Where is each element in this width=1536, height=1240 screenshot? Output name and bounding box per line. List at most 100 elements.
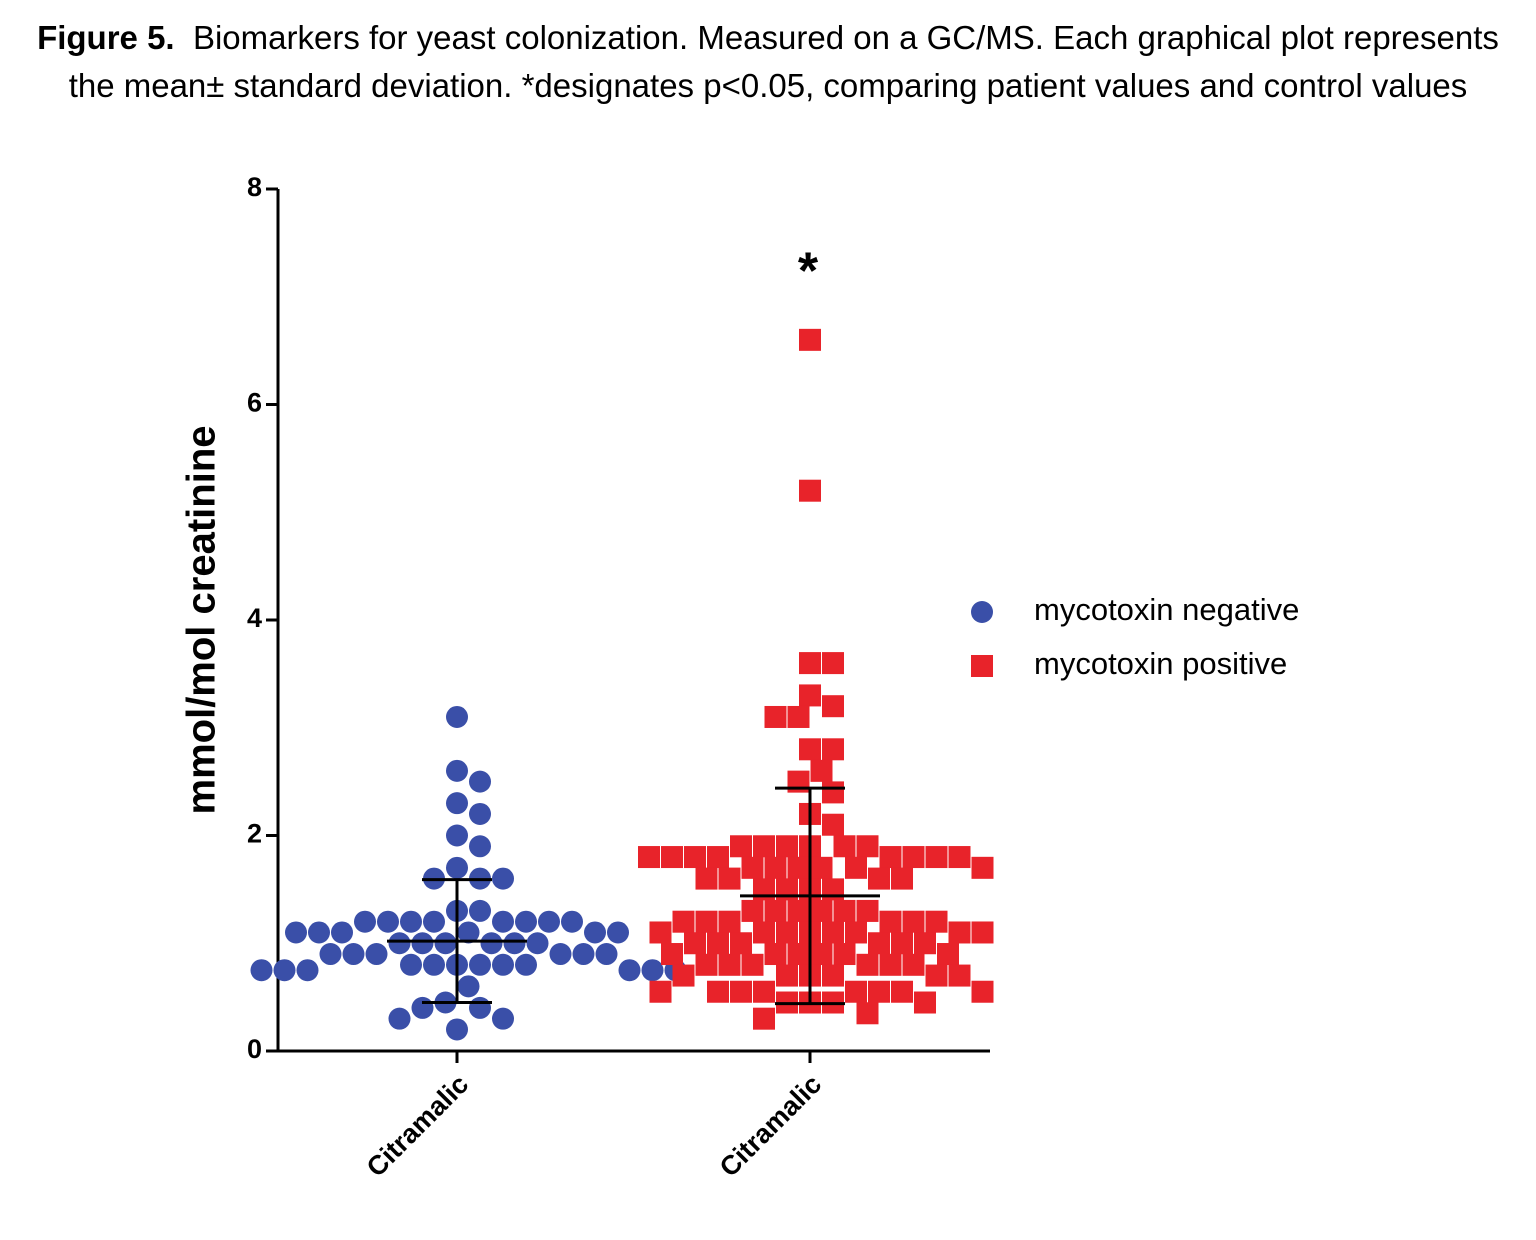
point (434, 932, 457, 955)
point (776, 921, 798, 944)
point (833, 899, 856, 922)
caption-text: Biomarkers for yeast colonization. Measu… (68, 19, 1499, 104)
point (787, 899, 810, 922)
point (810, 899, 833, 922)
caption: Figure 5. Biomarkers for yeast colonizat… (20, 14, 1516, 110)
point (822, 695, 844, 718)
point (799, 738, 821, 761)
point (799, 652, 821, 675)
point (948, 846, 971, 869)
point (799, 328, 821, 351)
legend-label: mycotoxin negative (1034, 592, 1299, 627)
point (469, 899, 491, 922)
point (879, 910, 902, 933)
point (891, 932, 913, 955)
point (661, 943, 683, 966)
y-tick-label: 0 (247, 1034, 262, 1064)
point (971, 921, 994, 944)
x-tick-label: Citramalic (361, 1069, 475, 1183)
point (572, 943, 595, 966)
point (776, 835, 798, 858)
point (492, 867, 514, 890)
point (718, 910, 741, 933)
point (891, 867, 913, 890)
point (595, 943, 618, 966)
point (538, 910, 560, 933)
point (319, 943, 342, 966)
point (845, 856, 867, 879)
point (641, 959, 664, 982)
point (856, 1002, 879, 1025)
point (718, 867, 741, 890)
y-axis-label: mmol/mol creatinine (180, 426, 224, 815)
point (891, 980, 913, 1003)
point (822, 652, 844, 675)
point (948, 921, 971, 944)
point (446, 759, 468, 782)
x-tick-label: Citramalic (714, 1069, 828, 1183)
point (845, 980, 867, 1003)
point (764, 705, 787, 728)
point (457, 975, 480, 998)
point (649, 980, 672, 1003)
point (411, 932, 434, 955)
point (741, 899, 764, 922)
point (730, 980, 752, 1003)
y-tick-label: 2 (247, 819, 262, 849)
point (446, 1018, 468, 1041)
legend-marker (971, 601, 993, 623)
point (308, 921, 330, 944)
point (285, 921, 307, 944)
annotation: * (798, 243, 819, 301)
point (584, 921, 606, 944)
point (764, 856, 787, 879)
point (879, 846, 902, 869)
point (296, 959, 319, 982)
point (469, 953, 491, 976)
point (856, 953, 879, 976)
point (492, 910, 514, 933)
point (833, 835, 856, 858)
point (480, 932, 503, 955)
point (469, 802, 491, 825)
point (446, 792, 468, 815)
point (618, 959, 641, 982)
point (810, 943, 833, 966)
point (925, 964, 948, 987)
point (776, 964, 798, 987)
point (822, 738, 844, 761)
point (515, 910, 537, 933)
point (250, 959, 273, 982)
point (833, 943, 856, 966)
point (354, 910, 376, 933)
point (515, 953, 537, 976)
point (672, 964, 695, 987)
point (925, 846, 948, 869)
point (730, 835, 752, 858)
point (707, 846, 729, 869)
point (764, 943, 787, 966)
point (526, 932, 549, 955)
point (856, 899, 879, 922)
legend-marker (971, 655, 993, 677)
point (787, 705, 810, 728)
point (822, 921, 844, 944)
point (730, 932, 752, 955)
point (423, 910, 445, 933)
point (446, 824, 468, 847)
point (868, 980, 890, 1003)
point (799, 479, 821, 502)
point (457, 921, 480, 944)
point (695, 953, 718, 976)
point (492, 1007, 514, 1030)
point (561, 910, 583, 933)
point (856, 835, 879, 858)
point (787, 856, 810, 879)
point (753, 980, 775, 1003)
point (638, 846, 660, 869)
point (845, 921, 867, 944)
point (388, 932, 411, 955)
point (469, 996, 491, 1019)
legend-label: mycotoxin positive (1034, 646, 1287, 681)
